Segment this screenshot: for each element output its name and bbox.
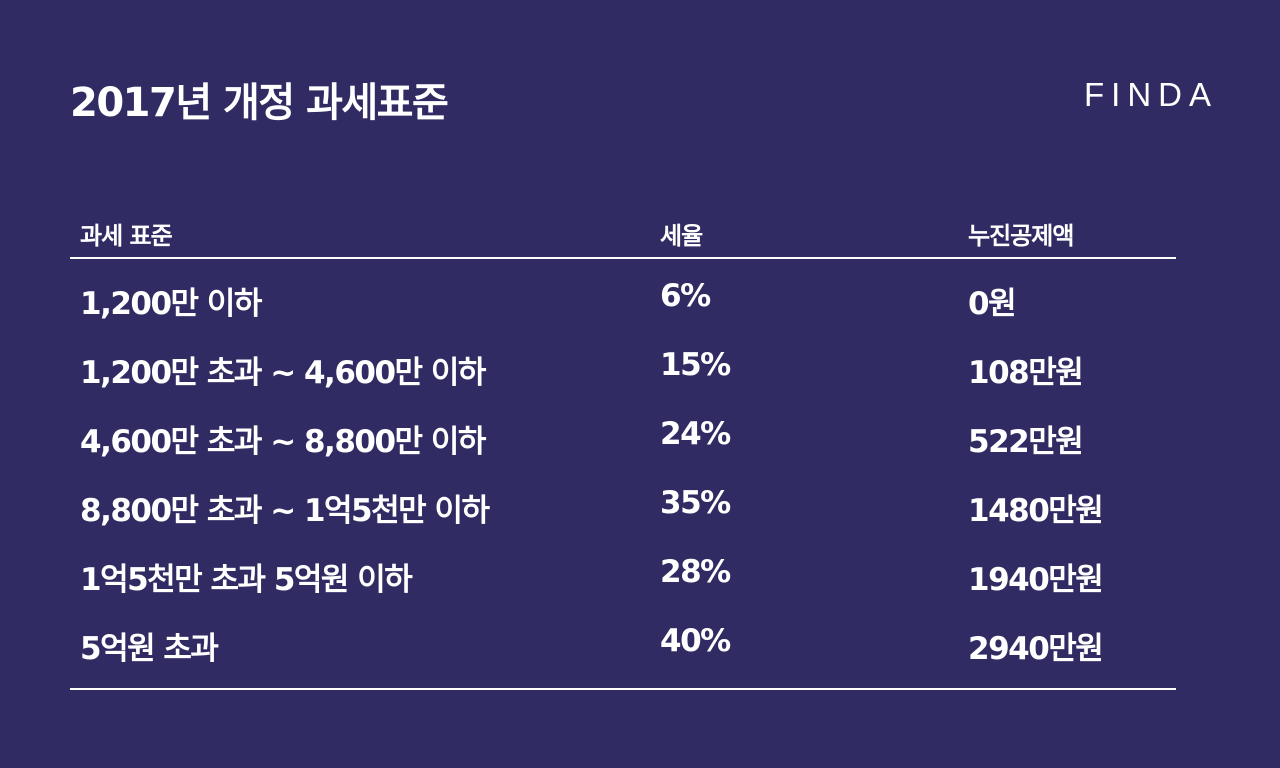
tax-rate-cell: 28% bbox=[660, 554, 731, 590]
tax-rate-cell: 35% bbox=[660, 485, 731, 521]
table-row: 1,200만 이하 6% 0원 bbox=[70, 259, 1176, 328]
table-row: 8,800만 초과 ~ 1억5천만 이하 35% 1480만원 bbox=[70, 466, 1176, 535]
tax-rate-cell: 15% bbox=[660, 347, 731, 383]
tax-base-cell: 5억원 초과 bbox=[80, 631, 219, 667]
tax-rate-cell: 24% bbox=[660, 416, 731, 452]
table-row: 1,200만 초과 ~ 4,600만 이하 15% 108만원 bbox=[70, 328, 1176, 397]
deduction-cell: 1480만원 bbox=[968, 493, 1104, 529]
column-header-progressive-deduction: 누진공제액 bbox=[968, 222, 1074, 250]
page-title: 2017년 개정 과세표준 bbox=[70, 80, 449, 126]
column-header-tax-rate: 세율 bbox=[660, 222, 703, 250]
tax-bracket-table: 과세 표준 세율 누진공제액 1,200만 이하 6% 0원 1,200만 초과… bbox=[70, 208, 1176, 690]
column-header-tax-base: 과세 표준 bbox=[80, 222, 173, 250]
tax-base-cell: 4,600만 초과 ~ 8,800만 이하 bbox=[80, 424, 486, 460]
tax-base-cell: 1,200만 초과 ~ 4,600만 이하 bbox=[80, 355, 486, 391]
tax-base-cell: 1,200만 이하 bbox=[80, 286, 262, 322]
table-row: 1억5천만 초과 5억원 이하 28% 1940만원 bbox=[70, 535, 1176, 604]
tax-rate-cell: 40% bbox=[660, 623, 731, 659]
deduction-cell: 1940만원 bbox=[968, 562, 1104, 598]
deduction-cell: 2940만원 bbox=[968, 631, 1104, 667]
deduction-cell: 522만원 bbox=[968, 424, 1084, 460]
finda-logo: FINDA bbox=[1084, 76, 1218, 113]
table-row: 4,600만 초과 ~ 8,800만 이하 24% 522만원 bbox=[70, 397, 1176, 466]
table-row: 5억원 초과 40% 2940만원 bbox=[70, 604, 1176, 673]
deduction-cell: 108만원 bbox=[968, 355, 1084, 391]
deduction-cell: 0원 bbox=[968, 286, 1017, 322]
table-body: 1,200만 이하 6% 0원 1,200만 초과 ~ 4,600만 이하 15… bbox=[70, 259, 1176, 673]
table-header-row: 과세 표준 세율 누진공제액 bbox=[70, 208, 1176, 259]
tax-base-cell: 8,800만 초과 ~ 1억5천만 이하 bbox=[80, 493, 490, 529]
table-bottom-divider bbox=[70, 688, 1176, 690]
tax-rate-cell: 6% bbox=[660, 278, 711, 314]
tax-base-cell: 1억5천만 초과 5억원 이하 bbox=[80, 562, 413, 598]
